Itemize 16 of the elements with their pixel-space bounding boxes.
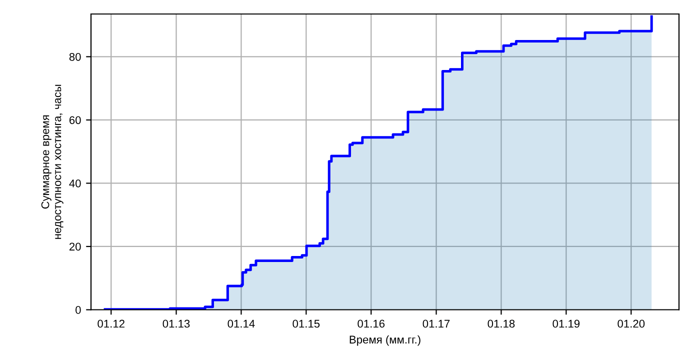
y-tick-label: 20 — [69, 242, 81, 251]
x-tick-label: 01.12 — [98, 320, 124, 328]
y-axis-title: Суммарное время недоступности хостинга, часы — [41, 84, 64, 239]
x-tick-label: 01.16 — [358, 320, 385, 328]
y-tick-label: 40 — [69, 179, 81, 188]
x-tick-label: 01.13 — [162, 320, 190, 328]
x-axis-title: Время (мм.гг.) — [350, 335, 420, 346]
x-tick-label: 01.18 — [488, 320, 515, 328]
y-tick-label: 0 — [76, 306, 81, 314]
y-tick-label: 80 — [69, 52, 81, 61]
x-tick-label: 01.14 — [228, 320, 255, 328]
x-tick-label: 01.19 — [552, 320, 580, 328]
x-tick-label: 01.17 — [422, 320, 450, 328]
x-tick-label: 01.20 — [618, 320, 645, 328]
y-tick-label: 60 — [69, 116, 81, 124]
x-tick-label: 01.15 — [292, 320, 320, 328]
